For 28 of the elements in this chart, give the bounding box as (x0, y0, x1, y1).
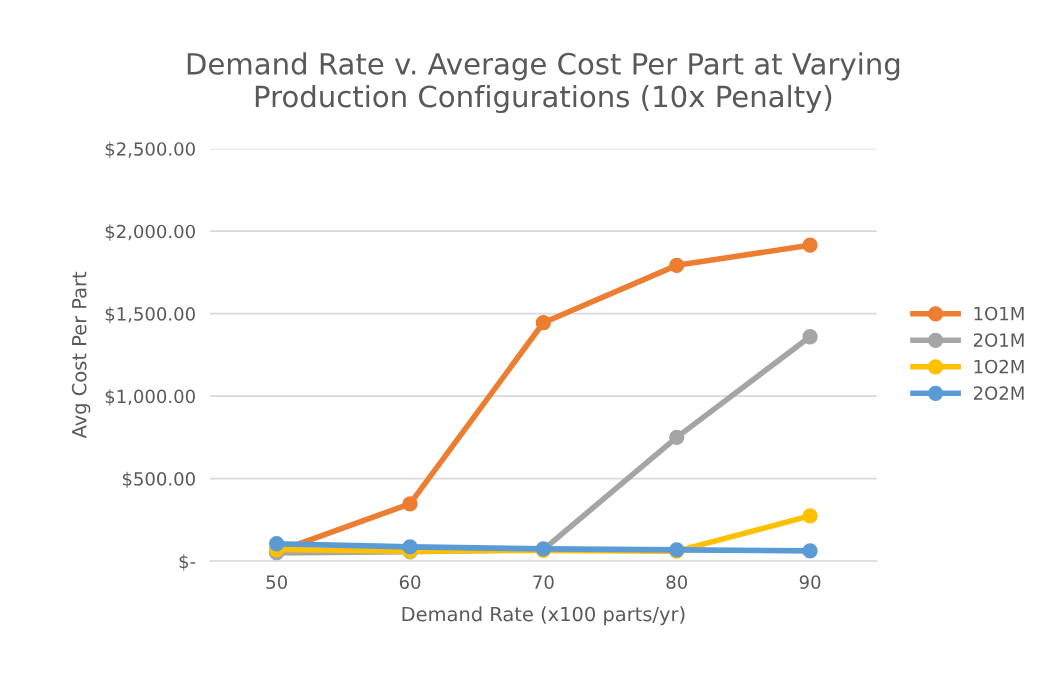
legend-label: 2O1M (973, 333, 1024, 347)
y-tick-label: $2,500.00 (105, 141, 195, 159)
x-tick-label: 80 (666, 575, 688, 589)
legend-label: 1O1M (974, 306, 1024, 321)
y-tick-label: $500.00 (122, 471, 195, 489)
point (269, 536, 285, 552)
y-tick-label: $1,500.00 (105, 306, 195, 324)
point (402, 539, 418, 555)
x-tick-label: 50 (266, 575, 287, 589)
x-tick-label: 70 (533, 575, 554, 589)
point (802, 329, 818, 345)
y-tick-label: $- (179, 554, 196, 571)
point (535, 315, 552, 331)
point (802, 237, 818, 253)
y-tick-label: $2,000.00 (105, 224, 195, 241)
x-tick-label: 60 (399, 575, 421, 589)
legend-label: 1O2M (974, 359, 1024, 374)
chart-title: Demand Rate v. Average Cost Per Part at Varying Production Configurations (10x Penalty) (187, 52, 900, 114)
point (669, 257, 685, 273)
y-axis-title: Avg Cost Per Part (71, 271, 91, 439)
x-axis-title: Demand Rate (x100 parts/yr) (402, 606, 685, 626)
point (402, 496, 418, 512)
point (669, 429, 685, 446)
x-tick-label: 90 (799, 575, 821, 589)
legend-label: 2O2M (973, 386, 1024, 400)
y-tick-label: $1,000.00 (105, 389, 195, 406)
point (802, 508, 818, 524)
point (802, 543, 818, 559)
